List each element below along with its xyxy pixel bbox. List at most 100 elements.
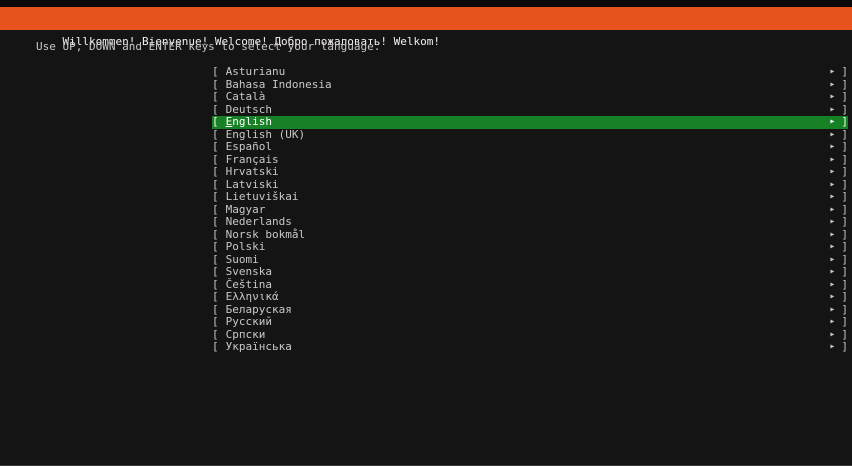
language-label: Nederlands <box>225 215 292 228</box>
close-bracket: ] <box>841 240 848 253</box>
language-row[interactable]: [ Nederlands ▸ ] <box>212 215 848 229</box>
arrow-icon: ▸ <box>829 241 836 252</box>
arrow-icon: ▸ <box>829 191 836 202</box>
arrow-icon: ▸ <box>829 78 836 90</box>
open-bracket: [ <box>212 115 219 128</box>
close-bracket: ] <box>841 127 848 141</box>
close-bracket: ] <box>841 227 848 241</box>
language-row[interactable]: [ Polski ▸ ] <box>212 240 848 254</box>
language-label: English <box>225 115 272 128</box>
arrow-icon: ▸ <box>829 178 836 190</box>
close-bracket: ] <box>841 265 848 278</box>
arrow-icon: ▸ <box>829 266 836 277</box>
language-row[interactable]: [ Čeština ▸ ] <box>212 277 848 292</box>
open-bracket: [ <box>212 215 219 228</box>
close-bracket: ] <box>841 277 848 291</box>
arrow-icon: ▸ <box>829 303 836 315</box>
language-label: Svenska <box>225 265 272 278</box>
close-bracket: ] <box>841 152 848 166</box>
language-label: Ελληνικά <box>225 290 279 303</box>
close-bracket: ] <box>841 165 848 178</box>
language-row[interactable]: [ Bahasa Indonesia ▸ ] <box>212 77 848 92</box>
arrow-icon: ▸ <box>829 166 836 177</box>
close-bracket: ] <box>841 327 848 341</box>
language-row[interactable]: [ Magyar ▸ ] <box>212 202 848 217</box>
arrow-icon: ▸ <box>829 116 836 127</box>
close-bracket: ] <box>841 102 848 116</box>
arrow-icon: ▸ <box>829 228 836 240</box>
language-row[interactable]: [ Deutsch ▸ ] <box>212 102 848 117</box>
language-label: Lietuviškai <box>225 190 299 203</box>
open-bracket: [ <box>212 252 219 266</box>
open-bracket: [ <box>212 340 219 353</box>
language-list: [ Asturianu ▸ ] [ Bahasa Indonesia ▸ ] [… <box>212 65 848 354</box>
language-row[interactable]: [ Asturianu ▸ ] <box>212 65 848 79</box>
open-bracket: [ <box>212 65 219 78</box>
open-bracket: [ <box>212 90 219 103</box>
open-bracket: [ <box>212 152 219 166</box>
arrow-icon: ▸ <box>829 141 836 152</box>
language-label: Español <box>225 140 272 153</box>
language-label: Suomi <box>225 252 259 266</box>
open-bracket: [ <box>212 140 219 153</box>
close-bracket: ] <box>841 340 848 353</box>
language-label: Hrvatski <box>225 165 279 178</box>
close-bracket: ] <box>841 140 848 153</box>
arrow-icon: ▸ <box>829 91 836 102</box>
language-label: Français <box>225 152 279 166</box>
arrow-icon: ▸ <box>829 291 836 302</box>
language-label: Asturianu <box>225 65 286 78</box>
language-row[interactable]: [ Русский ▸ ] <box>212 315 848 329</box>
language-label: Magyar <box>225 202 266 216</box>
language-row[interactable]: [ Català ▸ ] <box>212 90 848 104</box>
language-label: Українська <box>225 340 292 353</box>
close-bracket: ] <box>841 65 848 78</box>
arrow-icon: ▸ <box>829 66 836 77</box>
top-strip <box>0 0 852 7</box>
language-label: Čeština <box>225 277 272 291</box>
instruction-text: Use UP, DOWN and ENTER keys to select yo… <box>36 40 381 53</box>
arrow-icon: ▸ <box>829 128 836 140</box>
arrow-icon: ▸ <box>829 103 836 115</box>
language-row[interactable]: [ Українська ▸ ] <box>212 340 848 354</box>
language-label: Latviski <box>225 177 279 191</box>
open-bracket: [ <box>212 202 219 216</box>
open-bracket: [ <box>212 102 219 116</box>
language-row[interactable]: [ Latviski ▸ ] <box>212 177 848 192</box>
arrow-icon: ▸ <box>829 316 836 327</box>
language-row[interactable]: [ Српски ▸ ] <box>212 327 848 342</box>
language-label: Русский <box>225 315 272 328</box>
language-row[interactable]: [ Hrvatski ▸ ] <box>212 165 848 179</box>
language-row[interactable]: [ Ελληνικά ▸ ] <box>212 290 848 304</box>
language-row[interactable]: [ Norsk bokmål ▸ ] <box>212 227 848 242</box>
language-row[interactable]: [ English ▸ ] <box>212 115 848 129</box>
close-bracket: ] <box>841 302 848 316</box>
welcome-banner: Willkommen! Bienvenue! Welcome! Добро по… <box>0 7 852 48</box>
open-bracket: [ <box>212 277 219 291</box>
arrow-icon: ▸ <box>829 203 836 215</box>
open-bracket: [ <box>212 177 219 191</box>
open-bracket: [ <box>212 327 219 341</box>
language-label: Català <box>225 90 266 103</box>
open-bracket: [ <box>212 127 219 141</box>
open-bracket: [ <box>212 315 219 328</box>
language-row[interactable]: [ Français ▸ ] <box>212 152 848 167</box>
language-row[interactable]: [ Беларуская ▸ ] <box>212 302 848 317</box>
open-bracket: [ <box>212 302 219 316</box>
open-bracket: [ <box>212 265 219 278</box>
language-row[interactable]: [ Lietuviškai ▸ ] <box>212 190 848 204</box>
language-row[interactable]: [ Svenska ▸ ] <box>212 265 848 279</box>
close-bracket: ] <box>841 115 848 128</box>
open-bracket: [ <box>212 190 219 203</box>
close-bracket: ] <box>841 290 848 303</box>
welcome-banner-text: Willkommen! Bienvenue! Welcome! Добро по… <box>62 35 441 48</box>
language-row[interactable]: [ English (UK) ▸ ] <box>212 127 848 142</box>
close-bracket: ] <box>841 77 848 91</box>
arrow-icon: ▸ <box>829 278 836 290</box>
close-bracket: ] <box>841 202 848 216</box>
close-bracket: ] <box>841 252 848 266</box>
language-row[interactable]: [ Español ▸ ] <box>212 140 848 154</box>
arrow-icon: ▸ <box>829 216 836 227</box>
language-row[interactable]: [ Suomi ▸ ] <box>212 252 848 267</box>
